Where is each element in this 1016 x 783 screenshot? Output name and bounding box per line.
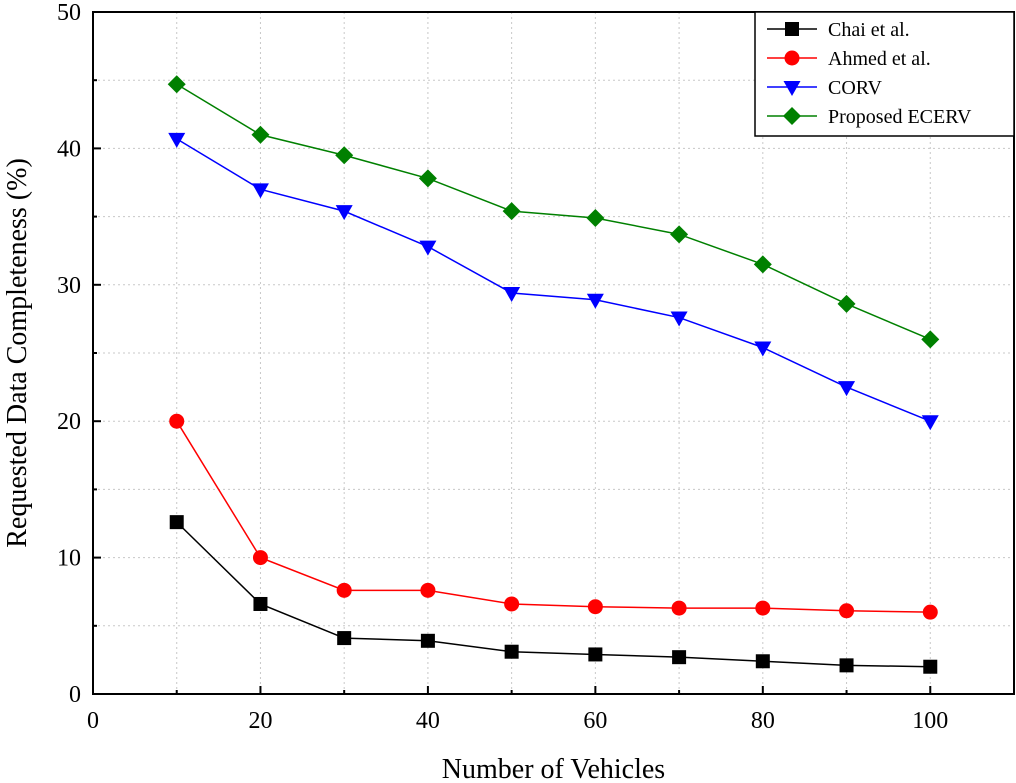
y-tick-label: 10	[57, 546, 81, 572]
y-tick-label: 40	[57, 136, 81, 162]
data-point-proposed-ecerv	[670, 225, 689, 244]
x-tick-label: 60	[583, 708, 607, 734]
series-line-chai-et-al	[176, 521, 931, 668]
data-point-chai-et-al	[169, 515, 184, 530]
series-corv	[168, 132, 939, 431]
legend-label: Proposed ECERV	[828, 106, 972, 128]
data-point-corv	[503, 286, 521, 302]
y-tick-label: 30	[57, 273, 81, 299]
x-tick-label: 20	[248, 708, 272, 734]
data-point-chai-et-al	[839, 658, 854, 673]
data-point-chai-et-al	[923, 659, 938, 674]
data-point-chai-et-al	[588, 647, 603, 662]
data-point-corv	[670, 311, 688, 327]
data-point-chai-et-al	[755, 654, 770, 669]
data-point-chai-et-al	[504, 644, 519, 659]
data-point-ahmed-et-al	[922, 604, 938, 620]
data-point-ahmed-et-al	[671, 600, 687, 616]
data-point-proposed-ecerv	[335, 146, 354, 165]
data-point-ahmed-et-al	[755, 600, 771, 616]
data-point-proposed-ecerv	[167, 75, 186, 94]
data-point-corv	[586, 293, 604, 309]
series-line-ahmed-et-al	[176, 420, 931, 613]
data-point-ahmed-et-al	[587, 599, 603, 615]
y-axis-title: Requested Data Completeness (%)	[2, 158, 33, 548]
legend-item-corv: CORV	[767, 77, 883, 99]
x-tick-label: 40	[416, 708, 440, 734]
series-ahmed-et-al	[169, 413, 938, 620]
legend-item-proposed-ecerv: Proposed ECERV	[767, 106, 972, 128]
data-point-corv	[419, 240, 437, 256]
data-point-ahmed-et-al	[252, 550, 268, 566]
legend-label: Ahmed et al.	[828, 48, 931, 70]
data-point-proposed-ecerv	[921, 330, 940, 349]
legend-label: Chai et al.	[828, 19, 910, 41]
data-point-ahmed-et-al	[420, 582, 436, 598]
x-tick-label: 0	[87, 708, 99, 734]
data-point-corv	[838, 381, 856, 397]
legend-item-chai-et-al: Chai et al.	[767, 19, 910, 41]
data-point-ahmed-et-al	[169, 413, 185, 429]
data-point-corv	[251, 183, 269, 199]
data-point-proposed-ecerv	[251, 125, 270, 144]
data-point-corv	[754, 341, 772, 357]
y-tick-label: 50	[57, 0, 81, 26]
y-tick-label: 0	[69, 682, 81, 708]
data-point-proposed-ecerv	[418, 169, 437, 188]
x-tick-label: 100	[912, 708, 948, 734]
series-chai-et-al	[169, 515, 938, 674]
series-line-proposed-ecerv	[176, 83, 931, 341]
data-point-proposed-ecerv	[753, 255, 772, 274]
data-point-ahmed-et-al	[336, 582, 352, 598]
data-point-proposed-ecerv	[502, 202, 521, 221]
legend: Chai et al. Ahmed et al. CORV Proposed ECER…	[754, 11, 1015, 137]
series-proposed-ecerv	[167, 75, 940, 349]
data-point-ahmed-et-al	[504, 596, 520, 612]
x-tick-label: 80	[751, 708, 775, 734]
legend-marker-chai-et-al	[785, 22, 799, 36]
series-line-corv	[176, 138, 931, 422]
legend-label: CORV	[828, 77, 883, 99]
data-point-ahmed-et-al	[839, 603, 855, 619]
legend-item-ahmed-et-al: Ahmed et al.	[767, 48, 931, 70]
y-tick-label: 20	[57, 409, 81, 435]
x-axis-title: Number of Vehicles	[442, 754, 665, 783]
series-layer	[167, 75, 940, 674]
data-point-corv	[335, 205, 353, 221]
data-point-proposed-ecerv	[837, 294, 856, 313]
data-point-chai-et-al	[253, 596, 268, 611]
ticks: 0 20 40 60 80 100 0 10 20 30 40 50	[57, 0, 948, 734]
data-point-chai-et-al	[337, 631, 352, 646]
data-point-chai-et-al	[672, 650, 687, 665]
data-point-chai-et-al	[420, 633, 435, 648]
legend-marker-corv	[783, 81, 801, 96]
legend-marker-proposed-ecerv	[783, 107, 801, 125]
data-point-proposed-ecerv	[586, 208, 605, 227]
data-point-corv	[168, 132, 186, 148]
legend-marker-ahmed-et-al	[784, 50, 800, 66]
data-point-corv	[921, 415, 939, 431]
